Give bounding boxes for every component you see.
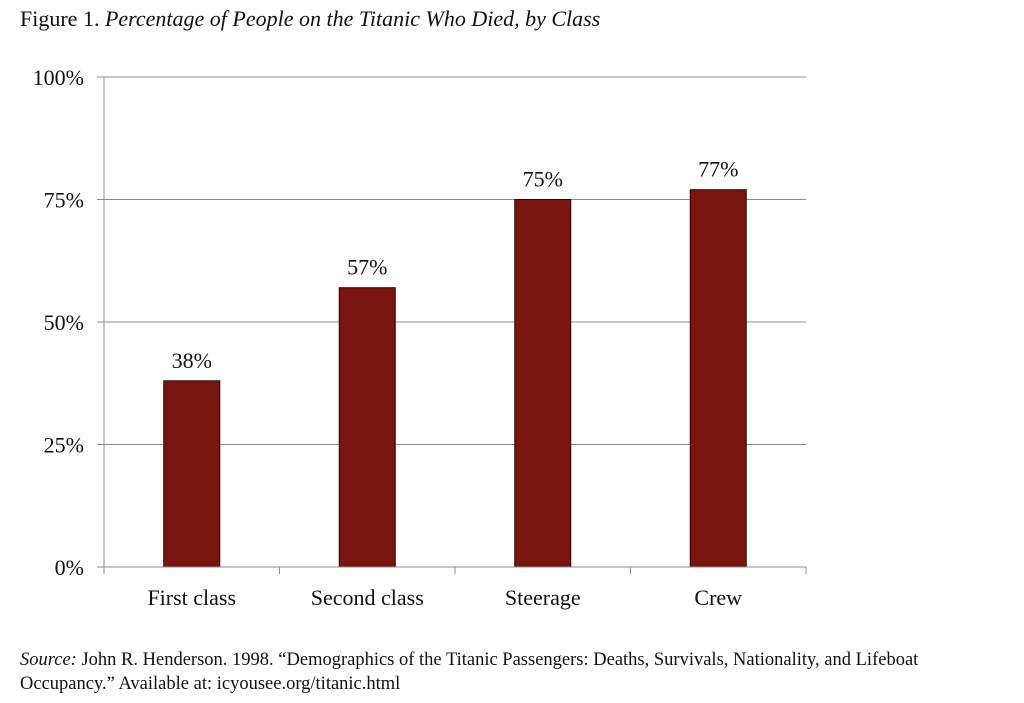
bar bbox=[338, 287, 396, 568]
source-note: Source: John R. Henderson. 1998. “Demogr… bbox=[20, 648, 1010, 696]
axes bbox=[97, 76, 807, 574]
y-tick-label: 50% bbox=[44, 310, 84, 335]
y-tick-label: 100% bbox=[33, 65, 84, 90]
data-label: 77% bbox=[698, 157, 738, 182]
figure-label: Figure 1. bbox=[20, 6, 100, 31]
data-label: 75% bbox=[523, 167, 563, 192]
source-text: John R. Henderson. 1998. “Demographics o… bbox=[20, 650, 919, 694]
figure-title: Figure 1. Percentage of People on the Ti… bbox=[20, 6, 600, 32]
source-label: Source: bbox=[20, 650, 77, 670]
x-tick-label: Crew bbox=[694, 585, 742, 610]
x-tick-label: First class bbox=[147, 585, 236, 610]
bar bbox=[514, 199, 572, 568]
x-tick-label: Steerage bbox=[505, 585, 581, 610]
labels: 0% 25% 50% 75% 100% 38% First class 57% Second c… bbox=[33, 65, 743, 610]
bar bbox=[163, 380, 221, 568]
y-tick-label: 75% bbox=[44, 188, 84, 213]
figure-title-text: Percentage of People on the Titanic Who … bbox=[104, 6, 601, 31]
gridlines bbox=[104, 76, 806, 445]
x-tick-label: Second class bbox=[311, 585, 424, 610]
bar-chart: 0% 25% 50% 75% 100% 38% First class 57% Second c… bbox=[33, 65, 807, 610]
bars bbox=[163, 189, 747, 568]
data-label: 38% bbox=[172, 348, 212, 373]
y-tick-label: 0% bbox=[55, 555, 84, 580]
data-label: 57% bbox=[347, 255, 387, 280]
bar bbox=[689, 189, 747, 568]
y-tick-label: 25% bbox=[44, 433, 84, 458]
